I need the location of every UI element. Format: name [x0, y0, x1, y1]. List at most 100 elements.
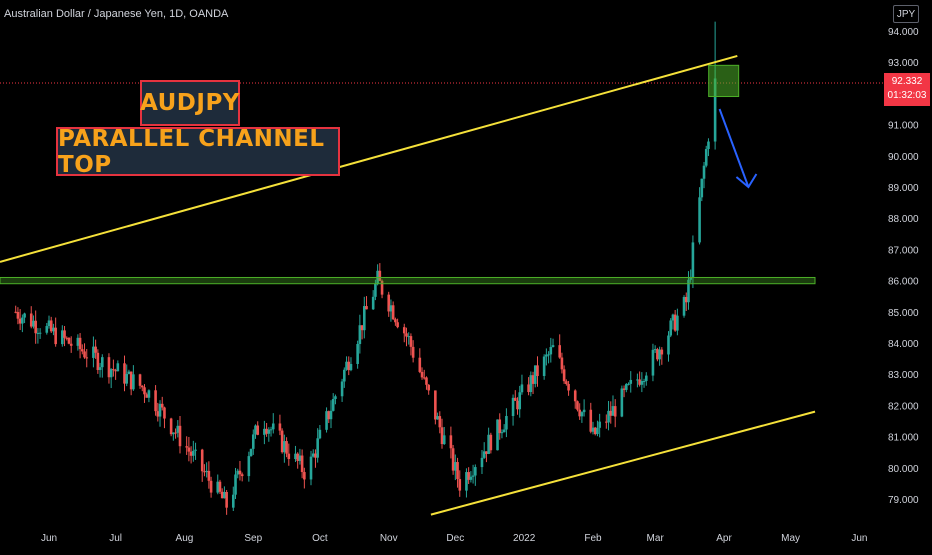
- highlight-box: [708, 64, 740, 98]
- candle-body: [411, 346, 415, 358]
- candle-body: [451, 448, 455, 471]
- candle-body: [365, 306, 368, 310]
- candle-body: [533, 365, 537, 384]
- candle-body: [418, 357, 422, 372]
- candle-body: [107, 357, 111, 378]
- candle-body: [658, 349, 661, 360]
- candle-body: [218, 481, 222, 492]
- candle-body: [425, 377, 428, 385]
- candle-body: [700, 178, 704, 198]
- candle-body: [558, 345, 561, 358]
- candle-body: [469, 476, 473, 480]
- candle-body: [402, 327, 406, 334]
- candle-body: [278, 423, 282, 431]
- candle-body: [254, 425, 257, 435]
- y-tick-label: 91.000: [888, 121, 919, 132]
- candle-body: [467, 472, 470, 480]
- candle-body: [362, 306, 366, 331]
- candle-body: [485, 451, 488, 454]
- candle-body: [269, 429, 273, 431]
- candle-body: [172, 432, 175, 435]
- y-tick-label: 93.000: [888, 58, 919, 69]
- candle-body: [163, 407, 166, 419]
- x-axis: Jun Jul Aug Sep Oct Nov Dec 2022 Feb Mar Apr May Jun: [41, 533, 868, 544]
- candle-body: [427, 384, 430, 391]
- candle-body: [474, 467, 477, 476]
- candle-body: [465, 472, 468, 491]
- candle-body: [300, 455, 304, 473]
- candle-body: [249, 448, 253, 457]
- candle-body: [669, 320, 673, 336]
- candle-body: [611, 406, 615, 416]
- candle-body: [536, 365, 539, 377]
- candle-body: [638, 379, 641, 385]
- candle-body: [409, 336, 413, 347]
- candle-body: [314, 453, 317, 458]
- candle-body: [14, 311, 17, 313]
- candle-body: [143, 387, 146, 395]
- x-tick-label: Sep: [244, 533, 262, 544]
- candle-body: [573, 390, 577, 402]
- candle-body: [358, 325, 362, 344]
- candle-body: [189, 451, 193, 456]
- candle-body: [560, 357, 564, 370]
- candle-body: [116, 363, 120, 372]
- candle-body: [129, 371, 133, 390]
- candle-body: [94, 346, 97, 353]
- candle-body: [78, 337, 82, 350]
- candle-body: [580, 412, 584, 417]
- x-tick-label: Mar: [647, 533, 665, 544]
- candle-body: [205, 470, 208, 472]
- candle-body: [500, 432, 504, 434]
- candle-body: [438, 416, 442, 428]
- x-tick-label: 2022: [513, 533, 536, 544]
- candle-body: [192, 450, 195, 456]
- candle-body: [285, 441, 288, 454]
- resistance-zone: [0, 276, 816, 285]
- y-tick-label: 90.000: [888, 152, 919, 163]
- x-tick-label: Dec: [446, 533, 464, 544]
- candle-body: [520, 384, 524, 393]
- candle-body: [247, 456, 251, 477]
- candle-body: [360, 325, 364, 331]
- drawings-layer: [0, 54, 816, 516]
- x-tick-label: Apr: [716, 533, 732, 544]
- candle-body: [145, 394, 148, 398]
- candle-body: [309, 456, 313, 480]
- x-tick-label: Oct: [312, 533, 328, 544]
- pattern-annotation[interactable]: PARALLEL CHANNEL TOP: [56, 126, 340, 178]
- channel-bottom-line: [430, 410, 816, 516]
- candle-body: [454, 462, 457, 471]
- candle-body: [551, 345, 555, 348]
- candle-body: [378, 270, 382, 281]
- candle-body: [125, 373, 129, 384]
- candle-body: [642, 381, 646, 383]
- candle-body: [691, 242, 695, 278]
- candle-body: [640, 381, 644, 385]
- candle-body: [34, 320, 37, 334]
- y-tick-label: 81.000: [888, 433, 919, 444]
- candle-body: [127, 371, 131, 374]
- candle-body: [156, 411, 160, 417]
- candle-body: [287, 453, 291, 460]
- candle-body: [480, 457, 484, 468]
- currency-badge[interactable]: JPY: [893, 5, 919, 23]
- candle-body: [667, 335, 670, 355]
- candle-body: [380, 280, 384, 295]
- candle-body: [527, 384, 530, 393]
- candle-body: [69, 343, 73, 346]
- candle-body: [651, 349, 655, 376]
- candle-body: [704, 149, 708, 166]
- candle-body: [52, 327, 55, 332]
- candle-body: [434, 390, 437, 420]
- candle-body: [331, 399, 335, 411]
- last-price-value: 92.332: [891, 76, 923, 87]
- y-tick-label: 79.000: [888, 495, 919, 506]
- candle-body: [371, 296, 375, 310]
- ticker-annotation[interactable]: AUDJPY: [140, 80, 240, 126]
- candle-body: [684, 296, 688, 303]
- candle-body: [513, 397, 517, 401]
- candle-body: [132, 374, 135, 390]
